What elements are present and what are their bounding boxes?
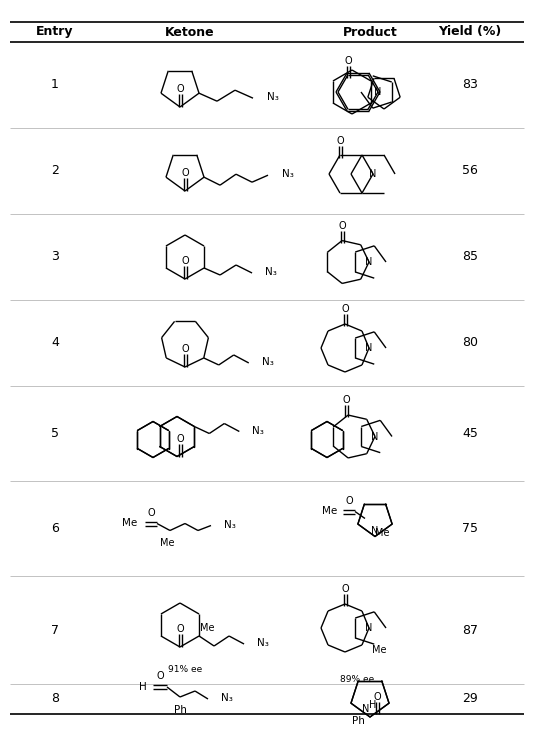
Text: O: O <box>181 168 189 178</box>
Text: 2: 2 <box>51 165 59 177</box>
Text: 7: 7 <box>51 623 59 637</box>
Text: N₃: N₃ <box>262 357 273 367</box>
Text: 4: 4 <box>51 336 59 350</box>
Text: H: H <box>370 700 376 710</box>
Text: O: O <box>156 671 164 681</box>
Text: Me: Me <box>375 528 389 539</box>
Text: N₃: N₃ <box>267 92 279 102</box>
Text: O: O <box>176 84 184 94</box>
Text: 3: 3 <box>51 250 59 263</box>
Text: N: N <box>365 623 373 633</box>
Text: N: N <box>365 343 373 353</box>
Text: O: O <box>176 434 184 444</box>
Text: Me: Me <box>323 506 337 517</box>
Text: O: O <box>373 692 381 702</box>
Text: O: O <box>336 136 344 146</box>
Text: 29: 29 <box>462 693 478 706</box>
Text: 91% ee: 91% ee <box>168 665 202 674</box>
Text: O: O <box>344 56 352 66</box>
Text: O: O <box>147 508 155 517</box>
Text: 83: 83 <box>462 79 478 91</box>
Text: Ph: Ph <box>351 716 364 726</box>
Text: Ph: Ph <box>174 705 186 715</box>
Text: O: O <box>339 221 346 230</box>
Text: N₃: N₃ <box>282 169 294 179</box>
Text: 87: 87 <box>462 623 478 637</box>
Text: O: O <box>181 344 189 354</box>
Text: O: O <box>342 395 350 405</box>
Text: Me: Me <box>372 645 386 655</box>
Text: N₃: N₃ <box>257 638 269 648</box>
Text: 85: 85 <box>462 250 478 263</box>
Text: Yield (%): Yield (%) <box>438 26 501 38</box>
Text: 5: 5 <box>51 427 59 440</box>
Text: N: N <box>371 526 379 537</box>
Text: N: N <box>374 87 382 97</box>
Text: O: O <box>341 304 349 314</box>
Text: Entry: Entry <box>36 26 74 38</box>
Text: Me: Me <box>122 518 138 528</box>
Text: N: N <box>370 169 376 179</box>
Text: 45: 45 <box>462 427 478 440</box>
Text: N₃: N₃ <box>221 693 233 703</box>
Text: N: N <box>365 257 373 267</box>
Text: N₃: N₃ <box>253 425 264 436</box>
Text: Me: Me <box>160 537 174 548</box>
Text: 8: 8 <box>51 693 59 706</box>
Text: N: N <box>362 704 370 714</box>
Text: 1: 1 <box>51 79 59 91</box>
Text: Me: Me <box>200 623 214 633</box>
Text: 75: 75 <box>462 522 478 535</box>
Text: Product: Product <box>343 26 397 38</box>
Text: H: H <box>139 682 147 692</box>
Text: O: O <box>176 624 184 634</box>
Text: N₃: N₃ <box>224 520 236 531</box>
Text: 6: 6 <box>51 522 59 535</box>
Text: O: O <box>181 256 189 266</box>
Text: 89% ee: 89% ee <box>340 676 374 684</box>
Text: N₃: N₃ <box>265 267 277 277</box>
Text: 56: 56 <box>462 165 478 177</box>
Text: Ketone: Ketone <box>165 26 215 38</box>
Text: N: N <box>371 431 379 442</box>
Text: O: O <box>341 584 349 594</box>
Text: 80: 80 <box>462 336 478 350</box>
Text: O: O <box>345 495 353 506</box>
